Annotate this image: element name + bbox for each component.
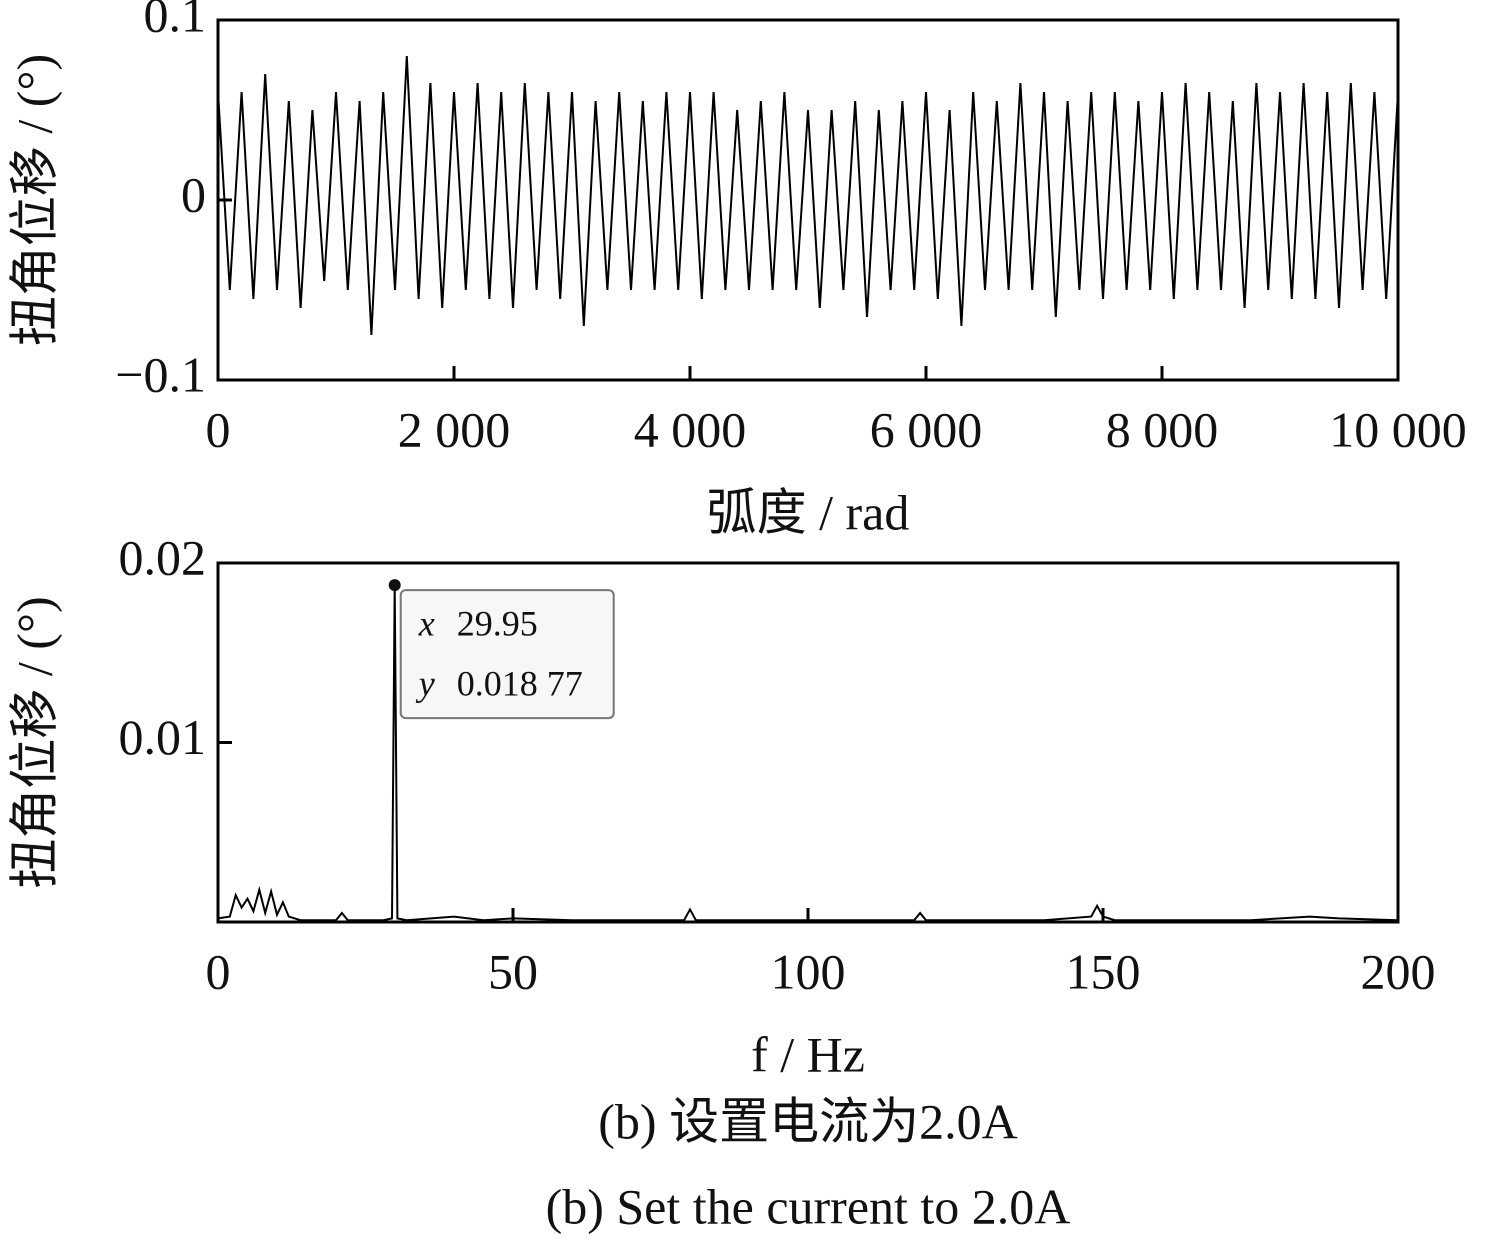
data-tip-x-name: x	[418, 603, 435, 643]
x-tick-label: 2 000	[398, 401, 511, 457]
x-tick-label: 0	[206, 401, 231, 457]
data-tip-point	[388, 579, 401, 592]
x-axis-label: f / Hz	[751, 1026, 865, 1082]
x-tick-label: 50	[488, 943, 538, 999]
caption-en: (b) Set the current to 2.0A	[546, 1178, 1071, 1234]
data-tip-y-name: y	[416, 663, 435, 703]
plot-frame	[216, 18, 1400, 382]
data-tip-box	[399, 589, 615, 720]
x-tick-label: 100	[771, 943, 846, 999]
x-tick-label: 0	[206, 943, 231, 999]
x-tick-label: 6 000	[870, 401, 983, 457]
x-axis-label: 弧度 / rad	[707, 484, 910, 540]
x-tick-label: 10 000	[1329, 401, 1467, 457]
y-tick-label: −0.1	[115, 346, 206, 402]
data-tip-x-value: 29.95	[457, 603, 538, 643]
y-tick-label: 0.02	[119, 529, 207, 585]
y-axis-label: 扭角位移 / (°)	[6, 54, 62, 346]
y-tick-label: 0.1	[144, 0, 207, 42]
y-tick-label: 0.01	[119, 709, 207, 765]
x-tick-label: 200	[1361, 943, 1436, 999]
data-line	[217, 585, 1399, 922]
y-tick-label: 0	[181, 166, 206, 222]
x-tick-label: 150	[1066, 943, 1141, 999]
caption-cn: (b) 设置电流为2.0A	[598, 1093, 1017, 1149]
x-tick-label: 4 000	[634, 401, 747, 457]
data-line	[217, 55, 1399, 336]
data-tip-y-value: 0.018 77	[457, 663, 583, 703]
y-axis-label: 扭角位移 / (°)	[6, 596, 62, 888]
x-tick-label: 8 000	[1106, 401, 1219, 457]
